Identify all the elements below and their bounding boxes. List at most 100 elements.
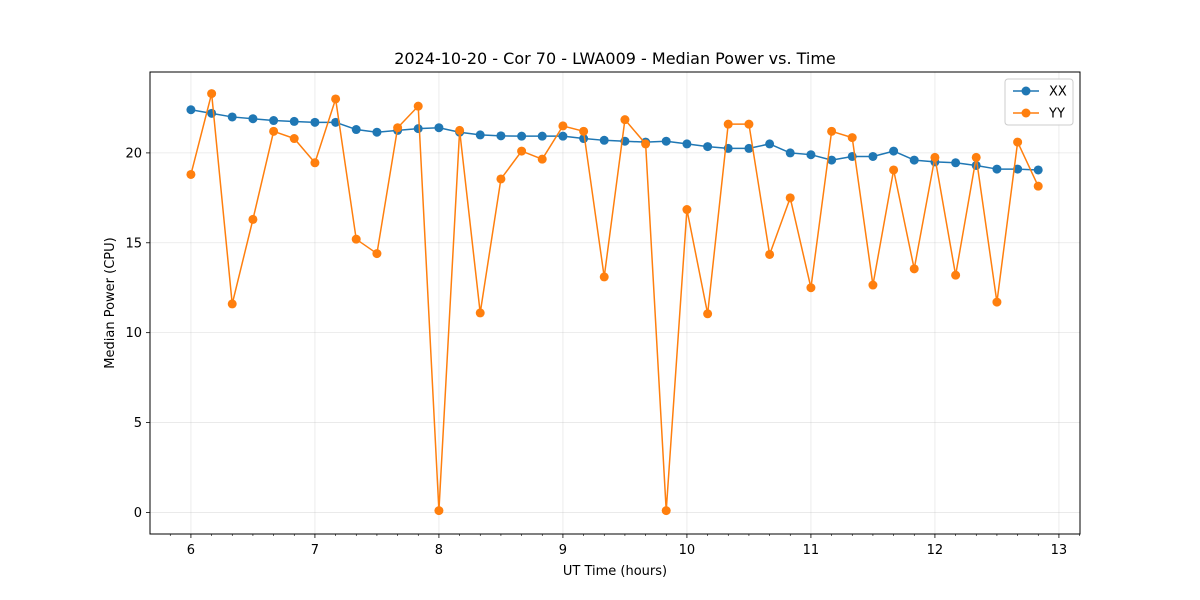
data-point-yy [455,125,465,135]
series-layer [186,89,1043,516]
data-point-yy [496,174,506,184]
data-point-yy [599,272,609,282]
data-point-xx [579,134,589,144]
data-point-yy [682,205,692,215]
data-point-xx [269,116,279,126]
data-point-yy [765,249,775,259]
data-point-yy [579,126,589,136]
y-tick-label: 20 [125,146,142,161]
data-point-xx [310,117,320,127]
x-tick-label: 13 [1051,543,1068,558]
data-point-yy [620,115,630,125]
data-point-xx [765,139,775,149]
x-tick-label: 9 [559,543,567,558]
y-tick-label: 5 [134,416,142,431]
x-tick-label: 6 [187,543,195,558]
data-point-xx [372,127,382,137]
data-point-yy [703,309,713,319]
data-point-xx [744,143,754,153]
legend: XX YY [1004,78,1074,126]
data-point-xx [1033,165,1043,175]
data-point-yy [393,123,403,133]
data-point-xx [682,139,692,149]
data-point-yy [227,299,237,309]
data-point-yy [661,506,671,516]
data-point-yy [310,158,320,168]
data-point-xx [207,108,217,118]
data-point-xx [186,105,196,115]
data-point-xx [351,125,361,135]
data-point-yy [269,126,279,136]
data-point-yy [537,154,547,164]
data-point-xx [703,142,713,152]
x-tick-label: 10 [679,543,696,558]
y-tick-label: 10 [125,326,142,341]
data-point-xx [475,130,485,140]
data-point-yy [806,283,816,293]
data-point-xx [434,123,444,133]
data-point-yy [331,94,341,104]
data-point-yy [847,133,857,143]
series-line-yy [190,92,1039,512]
data-point-yy [827,126,837,136]
y-tick-label: 15 [125,236,142,251]
data-point-xx [558,131,568,141]
data-point-yy [641,139,651,149]
y-axis-label: Median Power (CPU) [103,237,118,368]
legend-label: YY [1048,107,1065,122]
data-point-xx [248,114,258,124]
data-point-yy [785,193,795,203]
data-point-xx [827,155,837,165]
data-point-yy [248,214,258,224]
axes: 6 7 8 9 10 11 12 13 0 5 10 15 20 [125,146,1080,558]
data-point-yy [971,152,981,162]
legend-label: XX [1049,85,1067,100]
plot-frame [149,71,1081,535]
data-point-xx [537,131,547,141]
data-point-yy [992,297,1002,307]
legend-entry-xx: XX [1013,85,1067,100]
data-point-xx [806,150,816,160]
y-tick-label: 0 [134,506,142,521]
data-point-xx [909,155,919,165]
data-point-yy [1033,181,1043,191]
data-point-yy [289,134,299,144]
legend-marker [1021,86,1031,96]
data-point-xx [289,116,299,126]
data-point-yy [207,89,217,99]
data-point-yy [930,152,940,162]
x-tick-label: 8 [435,543,443,558]
data-point-yy [413,101,423,111]
data-point-xx [992,164,1002,174]
data-point-yy [372,249,382,259]
data-point-yy [434,506,444,516]
data-point-yy [558,121,568,131]
data-point-xx [868,151,878,161]
data-point-yy [909,264,919,274]
data-point-yy [1013,137,1023,147]
data-point-yy [744,119,754,129]
x-axis-label: UT Time (hours) [563,564,667,579]
data-point-xx [517,131,527,141]
data-point-yy [951,270,961,280]
data-point-yy [186,169,196,179]
data-point-xx [331,117,341,127]
series-yy [186,89,1043,516]
data-point-yy [351,234,361,244]
data-point-xx [1013,164,1023,174]
data-point-xx [496,131,506,141]
grid [150,72,1080,534]
data-point-yy [723,119,733,129]
data-point-xx [785,148,795,158]
x-tick-label: 11 [803,543,820,558]
data-point-yy [517,146,527,156]
legend-marker [1021,108,1031,118]
data-point-xx [889,146,899,156]
data-point-xx [661,136,671,146]
data-point-xx [951,158,961,168]
data-point-xx [227,112,237,122]
data-point-xx [599,135,609,145]
legend-entry-yy: YY [1013,107,1065,122]
data-point-yy [868,280,878,290]
